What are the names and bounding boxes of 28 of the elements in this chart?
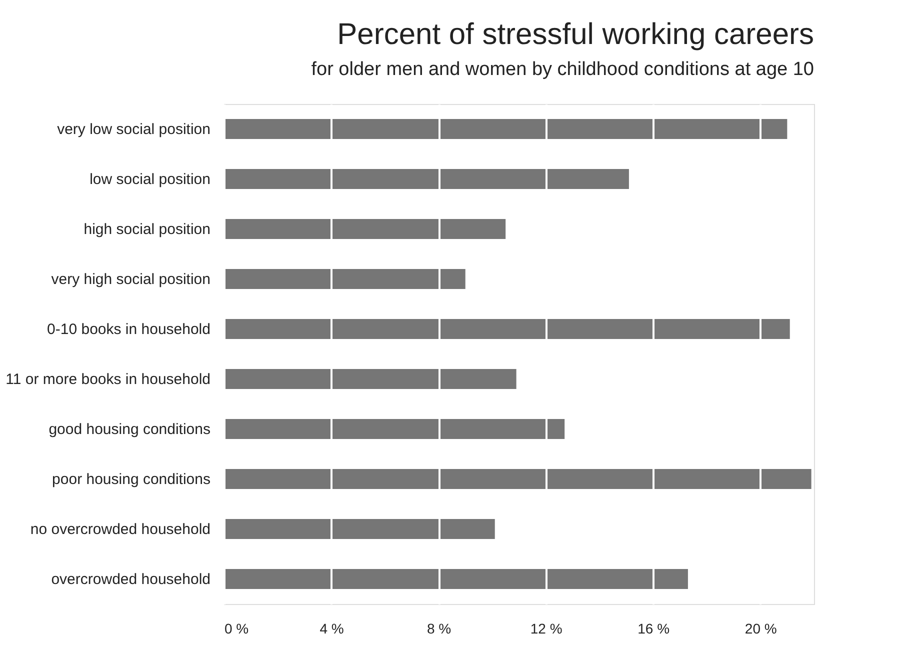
y-tick-label: overcrowded household xyxy=(51,571,210,588)
bar xyxy=(224,269,466,289)
bar xyxy=(224,219,506,239)
y-tick-label: 11 or more books in household xyxy=(6,371,210,388)
y-tick-label: very high social position xyxy=(51,271,210,288)
x-tick-label: 20 % xyxy=(744,620,777,636)
chart-subtitle: for older men and women by childhood conditions at age 10 xyxy=(311,59,814,80)
x-tick-label: 12 % xyxy=(530,620,562,636)
bar xyxy=(224,119,788,139)
y-tick-label: very low social position xyxy=(57,121,210,138)
y-tick-label: low social position xyxy=(90,171,210,188)
y-tick-label: no overcrowded household xyxy=(30,521,210,538)
y-tick-label: poor housing conditions xyxy=(52,471,210,488)
x-tick-label: 0 % xyxy=(224,620,249,636)
y-tick-label: good housing conditions xyxy=(48,421,210,438)
bar xyxy=(224,169,629,189)
bar xyxy=(224,319,790,339)
bar xyxy=(224,519,495,539)
bar xyxy=(224,419,565,439)
y-tick-label: high social position xyxy=(84,221,210,238)
y-tick-label: 0-10 books in household xyxy=(47,321,210,338)
bar xyxy=(224,369,516,389)
bar xyxy=(224,469,812,489)
x-tick-label: 16 % xyxy=(638,620,670,636)
x-tick-label: 8 % xyxy=(426,620,452,636)
bar xyxy=(224,569,688,589)
chart-title: Percent of stressful working careers xyxy=(337,18,814,51)
x-tick-label: 4 % xyxy=(320,620,344,636)
